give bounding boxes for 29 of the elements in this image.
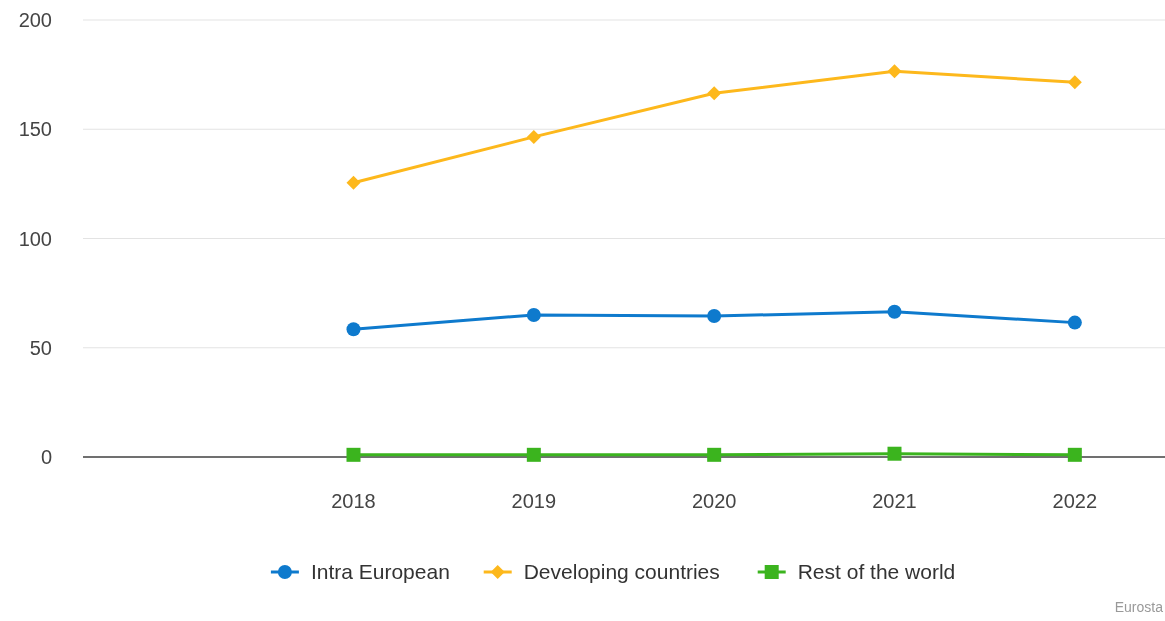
- x-tick-label: 2022: [1052, 490, 1098, 512]
- point: [526, 307, 541, 322]
- x-tick-label: 2018: [331, 490, 376, 512]
- legend-label: Intra European: [310, 560, 450, 584]
- point: [346, 447, 361, 462]
- point: [526, 447, 541, 462]
- x-tick-label: 2020: [691, 490, 737, 512]
- y-tick-label: 150: [18, 118, 52, 141]
- point: [887, 64, 902, 79]
- x-tick-label: 2019: [511, 490, 557, 512]
- legend-label: Rest of the world: [797, 560, 956, 584]
- y-tick-label: 50: [29, 336, 52, 359]
- point: [1067, 315, 1082, 330]
- point: [1067, 75, 1082, 90]
- y-tick-label: 0: [40, 446, 52, 468]
- point: [887, 304, 902, 319]
- point: [346, 175, 361, 190]
- point: [707, 86, 722, 101]
- x-tick-label: 2021: [872, 490, 917, 512]
- point: [707, 447, 722, 462]
- point: [346, 322, 361, 337]
- point: [1067, 447, 1082, 462]
- point: [707, 309, 722, 324]
- point: [526, 129, 541, 144]
- text: Eurosta: [1114, 599, 1164, 615]
- legend-label: Developing countries: [523, 560, 720, 584]
- y-tick-label: 200: [18, 9, 52, 31]
- point: [887, 446, 902, 461]
- y-tick-label: 100: [18, 227, 52, 250]
